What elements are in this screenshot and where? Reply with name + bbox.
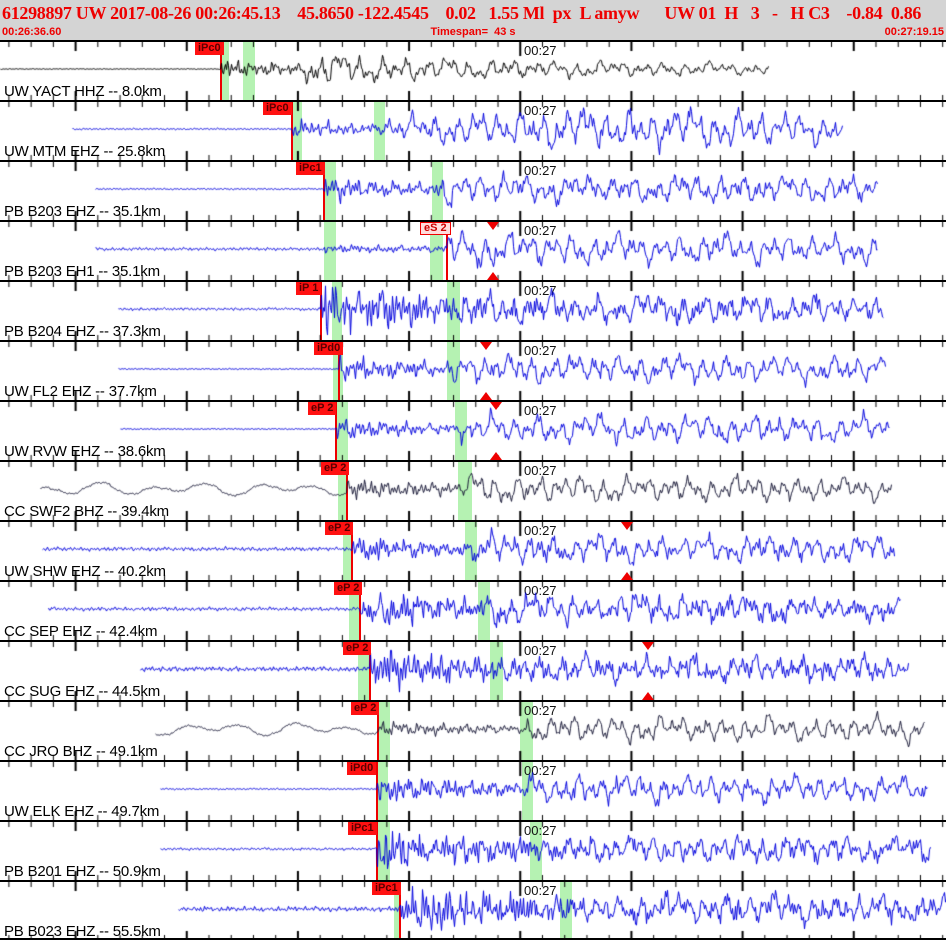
station-label: PB B203 EH1 -- 35.1km <box>4 263 160 280</box>
waveform-canvas[interactable] <box>0 342 946 400</box>
trace-panel[interactable]: 00:27iP 1PB B204 EHZ -- 37.3km <box>0 280 946 340</box>
time-window-bar: 00:26:36.60 Timespan= 43 s 00:27:19.15 <box>0 26 946 38</box>
station-label: UW ELK EHZ -- 49.7km <box>4 803 160 820</box>
station-label: UW RVW EHZ -- 38.6km <box>4 443 166 460</box>
trace-panel[interactable]: 00:27iPc0UW MTM EHZ -- 25.8km <box>0 100 946 160</box>
event-summary: 61298897 UW 2017-08-26 00:26:45.13 45.86… <box>2 3 922 23</box>
window-timespan: Timespan= 43 s <box>430 26 516 38</box>
waveform-canvas[interactable] <box>0 822 946 880</box>
station-label: CC SEP EHZ -- 42.4km <box>4 623 158 640</box>
coda-triangle-icon[interactable] <box>480 392 492 400</box>
coda-triangle-icon[interactable] <box>642 642 654 650</box>
station-label: PB B203 EHZ -- 35.1km <box>4 203 161 220</box>
trace-panel[interactable]: 00:27eP 2UW SHW EHZ -- 40.2km <box>0 520 946 580</box>
waveform-canvas[interactable] <box>0 222 946 280</box>
coda-triangle-icon[interactable] <box>621 572 633 580</box>
station-label: PB B204 EHZ -- 37.3km <box>4 323 161 340</box>
coda-triangle-icon[interactable] <box>490 402 502 410</box>
phase-pick-label[interactable]: eP 2 <box>334 582 363 595</box>
trace-panel[interactable]: 00:27iPc1PB B201 EHZ -- 50.9km <box>0 820 946 880</box>
waveform-canvas[interactable] <box>0 762 946 820</box>
station-label: CC SWF2 BHZ -- 39.4km <box>4 503 169 520</box>
trace-panel[interactable]: 00:27eP 2CC JRO BHZ -- 49.1km <box>0 700 946 760</box>
phase-pick-label[interactable]: eP 2 <box>343 642 372 655</box>
phase-pick-label[interactable]: eP 2 <box>321 462 350 475</box>
station-label: CC JRO BHZ -- 49.1km <box>4 743 158 760</box>
phase-pick-label[interactable]: iPc0 <box>263 102 292 115</box>
phase-pick-label[interactable]: eS 2 <box>420 222 451 235</box>
coda-triangle-icon[interactable] <box>642 692 654 700</box>
bottom-border <box>0 938 946 940</box>
station-label: UW FL2 EHZ -- 37.7km <box>4 383 157 400</box>
station-label: PB B201 EHZ -- 50.9km <box>4 863 161 880</box>
phase-pick-label[interactable]: iPc1 <box>348 822 377 835</box>
trace-panel[interactable]: 00:27iPd0UW ELK EHZ -- 49.7km <box>0 760 946 820</box>
station-label: CC SUG EHZ -- 44.5km <box>4 683 161 700</box>
trace-panel[interactable]: 00:27eS 2PB B203 EH1 -- 35.1km <box>0 220 946 280</box>
phase-pick-label[interactable]: eP 2 <box>325 522 354 535</box>
waveform-canvas[interactable] <box>0 282 946 340</box>
station-label: UW MTM EHZ -- 25.8km <box>4 143 165 160</box>
phase-pick-label[interactable]: iPc1 <box>372 882 401 895</box>
waveform-canvas[interactable] <box>0 642 946 700</box>
waveform-canvas[interactable] <box>0 582 946 640</box>
trace-panel[interactable]: 00:27iPc0UW YACT HHZ -- 8.0km <box>0 40 946 100</box>
phase-pick-label[interactable]: iPd0 <box>347 762 377 775</box>
trace-list: 00:27iPc0UW YACT HHZ -- 8.0km00:27iPc0UW… <box>0 40 946 940</box>
coda-triangle-icon[interactable] <box>487 272 499 280</box>
phase-pick-label[interactable]: eP 2 <box>308 402 337 415</box>
event-header: 61298897 UW 2017-08-26 00:26:45.13 45.86… <box>0 0 946 40</box>
station-label: UW SHW EHZ -- 40.2km <box>4 563 166 580</box>
waveform-canvas[interactable] <box>0 402 946 460</box>
waveform-canvas[interactable] <box>0 702 946 760</box>
trace-panel[interactable]: 00:27eP 2CC SWF2 BHZ -- 39.4km <box>0 460 946 520</box>
station-label: UW YACT HHZ -- 8.0km <box>4 83 162 100</box>
phase-pick-label[interactable]: iPc0 <box>195 42 224 55</box>
trace-panel[interactable]: 00:27iPc1PB B023 EHZ -- 55.5km <box>0 880 946 940</box>
phase-pick-label[interactable]: eP 2 <box>351 702 380 715</box>
waveform-canvas[interactable] <box>0 882 946 940</box>
coda-triangle-icon[interactable] <box>490 452 502 460</box>
trace-panel[interactable]: 00:27eP 2CC SEP EHZ -- 42.4km <box>0 580 946 640</box>
coda-triangle-icon[interactable] <box>480 342 492 350</box>
window-end-time: 00:27:19.15 <box>884 26 944 38</box>
trace-panel[interactable]: 00:27eP 2UW RVW EHZ -- 38.6km <box>0 400 946 460</box>
trace-panel[interactable]: 00:27eP 2CC SUG EHZ -- 44.5km <box>0 640 946 700</box>
phase-pick-label[interactable]: iPd0 <box>314 342 344 355</box>
station-label: PB B023 EHZ -- 55.5km <box>4 923 161 940</box>
waveform-canvas[interactable] <box>0 522 946 580</box>
trace-panel[interactable]: 00:27iPd0UW FL2 EHZ -- 37.7km <box>0 340 946 400</box>
phase-pick-label[interactable]: iP 1 <box>296 282 322 295</box>
waveform-canvas[interactable] <box>0 162 946 220</box>
phase-pick-label[interactable]: iPc1 <box>296 162 325 175</box>
window-start-time: 00:26:36.60 <box>2 26 62 38</box>
waveform-canvas[interactable] <box>0 462 946 520</box>
waveform-canvas[interactable] <box>0 42 946 100</box>
coda-triangle-icon[interactable] <box>487 222 499 230</box>
waveform-canvas[interactable] <box>0 102 946 160</box>
trace-panel[interactable]: 00:27iPc1PB B203 EHZ -- 35.1km <box>0 160 946 220</box>
coda-triangle-icon[interactable] <box>621 522 633 530</box>
